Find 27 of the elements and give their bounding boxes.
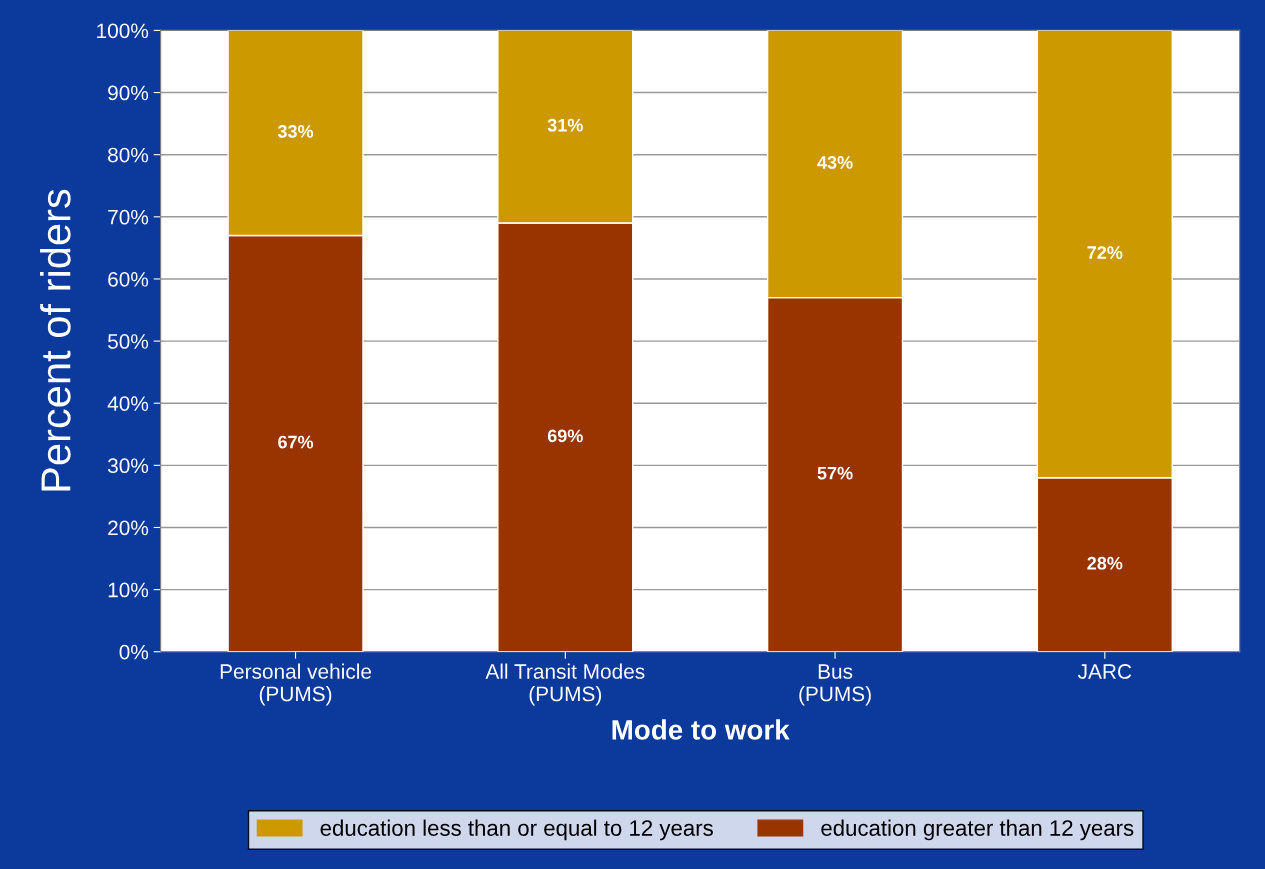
y-tick-label: 0% <box>119 644 149 660</box>
y-tick-label: 80% <box>108 147 149 163</box>
y-tick-label: 70% <box>108 209 149 225</box>
y-axis-title: Percent of riders <box>40 189 71 491</box>
x-tick-label: JARC <box>1077 664 1132 679</box>
data-label: 57% <box>817 466 853 480</box>
y-tick-label: 10% <box>108 582 149 598</box>
data-label: 72% <box>1087 246 1123 259</box>
y-tick-label: 60% <box>108 271 149 287</box>
data-label: 28% <box>1087 556 1123 570</box>
legend-label: education less than or equal to 12 years <box>320 819 713 841</box>
x-tick-label: Personal vehicle (PUMS) <box>220 663 372 706</box>
y-tick-label: 20% <box>108 520 149 536</box>
y-tick-label: 50% <box>107 334 149 349</box>
legend-label: education greater than 12 years <box>821 819 1134 841</box>
data-label: 31% <box>547 118 583 132</box>
y-tick-label: 30% <box>107 458 149 474</box>
data-label: 33% <box>277 125 314 138</box>
y-tick-label: 90% <box>108 85 149 101</box>
data-label: 69% <box>547 429 583 443</box>
y-tick-label: 100% <box>97 23 149 39</box>
y-tick-label: 40% <box>107 396 149 411</box>
x-tick-label: Bus (PUMS) <box>799 664 871 706</box>
x-axis-title: Mode to work <box>612 719 790 740</box>
data-label: 43% <box>817 156 853 169</box>
data-label: 67% <box>278 435 314 449</box>
x-tick-label: All Transit Modes (PUMS) <box>485 663 645 706</box>
